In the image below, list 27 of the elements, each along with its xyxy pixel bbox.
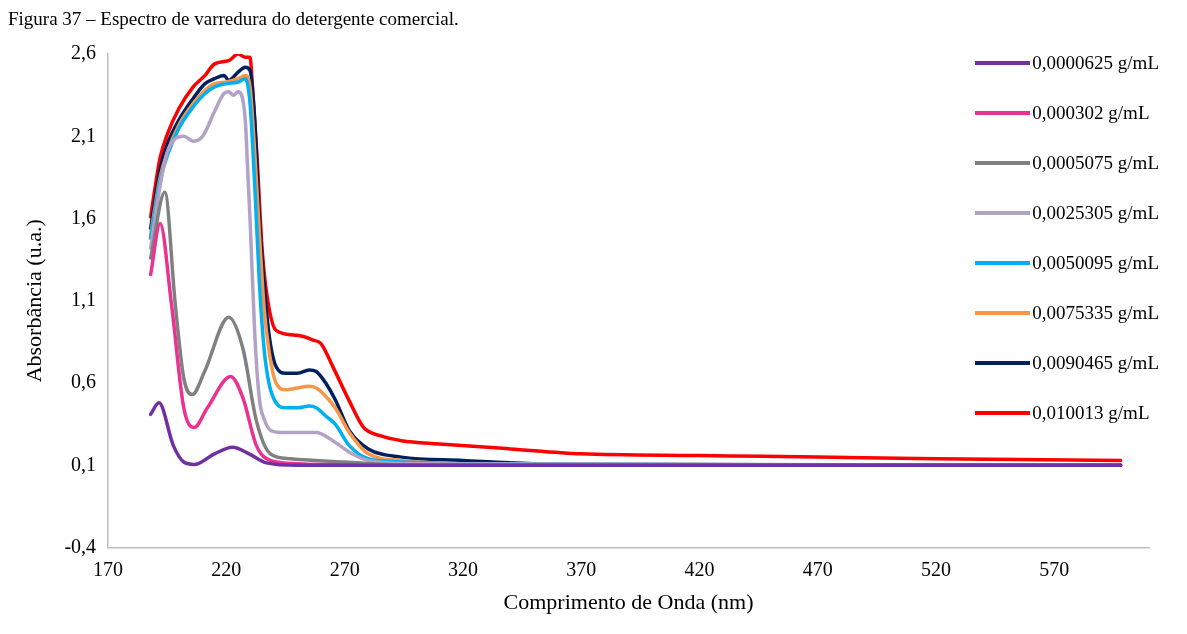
y-axis-title: Absorbância (u.a.) xyxy=(20,219,46,383)
x-tick-label: 470 xyxy=(802,557,833,580)
x-tick-label: 170 xyxy=(93,557,124,580)
x-tick-label: 570 xyxy=(1039,557,1070,580)
x-tick-label: 320 xyxy=(447,557,478,580)
legend-label: 0,010013 g/mL xyxy=(1032,402,1150,424)
y-tick-label: 0,1 xyxy=(71,452,97,475)
y-tick-label: 2,1 xyxy=(71,123,97,146)
x-tick-label: 420 xyxy=(684,557,715,580)
legend-label: 0,000302 g/mL xyxy=(1032,102,1150,124)
x-tick-label: 270 xyxy=(329,557,360,580)
x-tick-label: 370 xyxy=(566,557,597,580)
y-tick-label: 2,6 xyxy=(71,41,97,64)
x-tick-label: 220 xyxy=(211,557,242,580)
y-tick-label: -0,4 xyxy=(64,534,97,557)
y-tick-label: 1,6 xyxy=(71,205,97,228)
x-axis-title: Comprimento de Onda (nm) xyxy=(503,588,754,614)
legend-label: 0,0075335 g/mL xyxy=(1032,302,1159,324)
legend-label: 0,0090465 g/mL xyxy=(1032,352,1159,374)
legend-label: 0,0025305 g/mL xyxy=(1032,202,1159,224)
legend-label: 0,0050095 g/mL xyxy=(1032,252,1159,274)
y-tick-label: 1,1 xyxy=(71,288,97,311)
x-tick-label: 520 xyxy=(921,557,952,580)
chart-title: Figura 37 – Espectro de varredura do detergente comercial. xyxy=(8,8,460,30)
legend-label: 0,0005075 g/mL xyxy=(1032,152,1159,174)
y-tick-label: 0,6 xyxy=(71,370,97,393)
legend-label: 0,0000625 g/mL xyxy=(1032,52,1159,74)
